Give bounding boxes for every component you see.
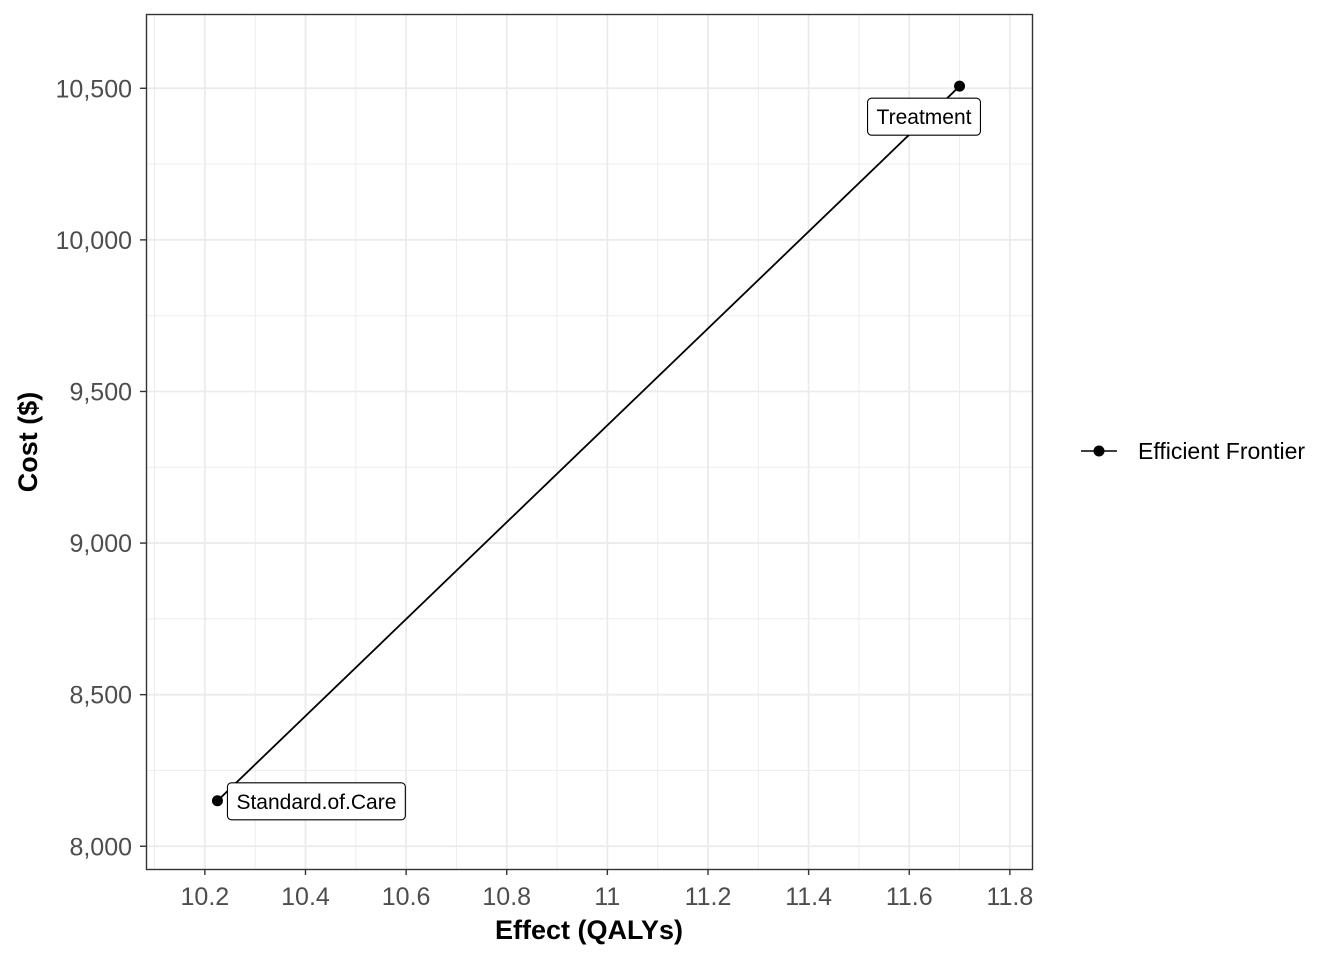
series-efficient-frontier bbox=[211, 80, 966, 807]
y-tick-label: 9,000 bbox=[69, 530, 132, 558]
x-tick-label: 10.6 bbox=[382, 883, 431, 911]
y-axis: 8,000 8,500 9,000 9,500 10,000 10,500 bbox=[56, 75, 146, 861]
frontier-line bbox=[216, 85, 961, 802]
y-tick-label: 9,500 bbox=[69, 378, 132, 406]
point-label-text: Standard.of.Care bbox=[236, 791, 396, 814]
x-tick-label: 10.4 bbox=[281, 883, 330, 911]
y-axis-title: Cost ($) bbox=[13, 392, 43, 493]
point-label-box bbox=[867, 97, 982, 136]
point-label-text: Treatment bbox=[877, 106, 972, 129]
point-label: Standard.of.Care bbox=[226, 782, 406, 821]
frontier-point bbox=[211, 795, 223, 807]
x-tick-label: 10.2 bbox=[181, 883, 230, 911]
legend: Efficient Frontier bbox=[1081, 438, 1305, 464]
x-tick-label: 11.2 bbox=[685, 883, 732, 911]
legend-key-point bbox=[1093, 445, 1105, 457]
x-tick-label: 11.8 bbox=[986, 883, 1033, 911]
point-label: Treatment bbox=[867, 97, 982, 136]
grid bbox=[146, 14, 1032, 869]
x-tick-label: 11 bbox=[594, 883, 620, 911]
plot-panel-border bbox=[145, 13, 1034, 871]
x-axis: 10.2 10.4 10.6 10.8 11 11.2 11.4 11.6 11.8 bbox=[181, 869, 1033, 911]
y-tick-label: 10,000 bbox=[56, 227, 132, 255]
point-label-box bbox=[226, 782, 406, 821]
frontier-point bbox=[954, 80, 966, 92]
x-axis-title: Effect (QALYs) bbox=[495, 915, 683, 945]
legend-label: Efficient Frontier bbox=[1138, 438, 1305, 464]
y-tick-label: 8,500 bbox=[69, 682, 132, 710]
x-tick-label: 11.6 bbox=[886, 883, 933, 911]
x-tick-label: 11.4 bbox=[785, 883, 832, 911]
y-tick-label: 10,500 bbox=[56, 75, 132, 103]
x-tick-label: 10.8 bbox=[482, 883, 531, 911]
point-labels: Standard.of.Care Treatment bbox=[226, 97, 982, 821]
y-tick-label: 8,000 bbox=[69, 833, 132, 861]
